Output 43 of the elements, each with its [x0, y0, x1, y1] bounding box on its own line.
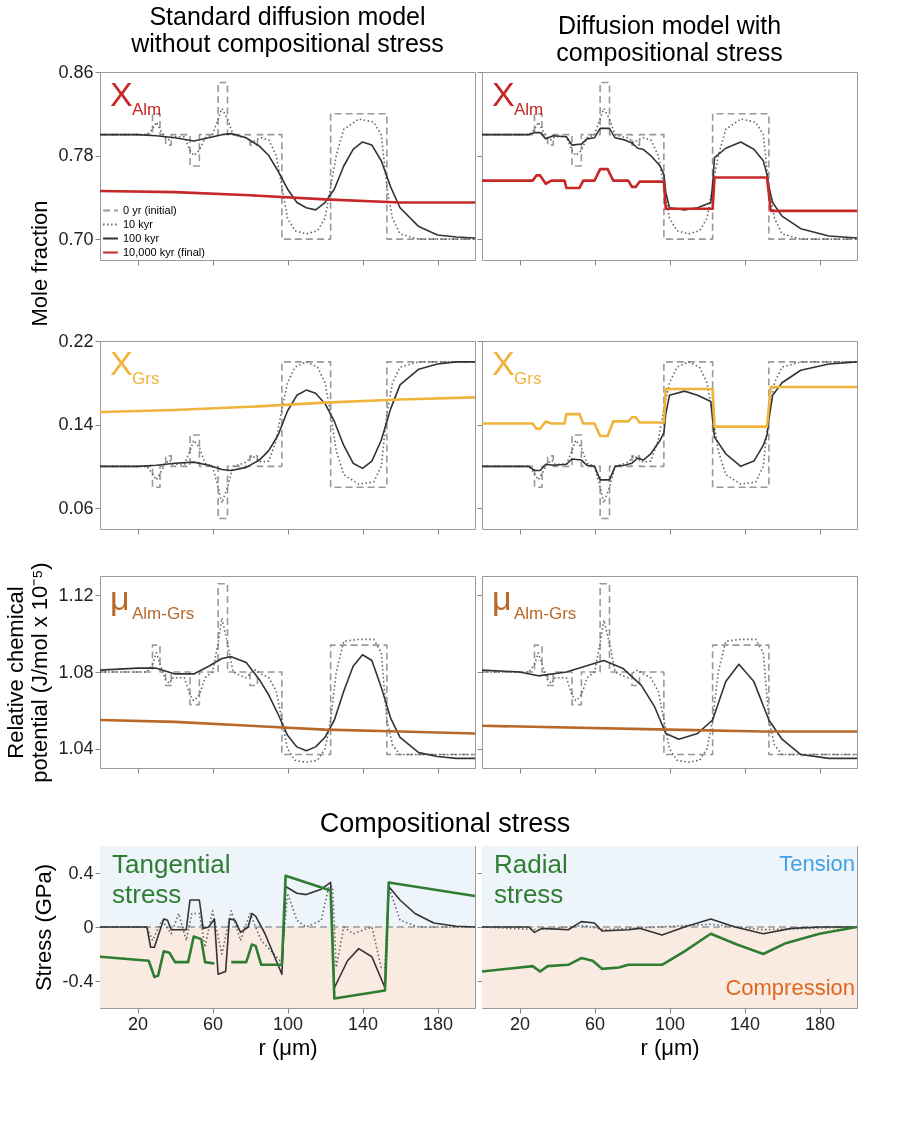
- y-tick-label: 1.08: [58, 661, 94, 682]
- x-tick-label: 180: [422, 1013, 454, 1034]
- y-tick-label: 0.4: [68, 862, 94, 883]
- y-tick-label: 0: [83, 916, 94, 937]
- x-tick-label: 140: [729, 1013, 761, 1034]
- line-series: [100, 189, 475, 204]
- x-tick-label: 20: [509, 1013, 531, 1034]
- line-series: [100, 718, 475, 735]
- chart-title: Standard diffusion model without compositional stress: [130, 2, 444, 57]
- y-tick-label: 0.22: [58, 330, 94, 351]
- annotation: Radial stress: [494, 849, 568, 909]
- y-tick-label: 0.14: [58, 414, 94, 435]
- legend-label: 0 yr (initial): [123, 203, 177, 216]
- x-tick-label: 60: [202, 1013, 224, 1034]
- line-series: [100, 653, 475, 760]
- chart-title: Compositional stress: [319, 807, 571, 838]
- x-axis-title: r (μm): [640, 1034, 700, 1060]
- y-axis-title: Relative chemical potential (J/mol x 10⁻⁵): [3, 562, 53, 783]
- annotation: Tangential stress: [112, 849, 231, 909]
- x-tick-label: 60: [584, 1013, 606, 1034]
- y-axis-title: Stress (GPa): [31, 863, 57, 992]
- x-tick-label: 20: [127, 1013, 149, 1034]
- line-series: [100, 617, 475, 764]
- x-tick-label: 140: [347, 1013, 379, 1034]
- y-tick-label: 1.12: [58, 584, 94, 605]
- y-tick-label: 0.06: [58, 497, 94, 518]
- y-tick-label: -0.4: [62, 970, 94, 991]
- y-tick-label: 1.04: [58, 738, 94, 759]
- y-axis-title: Mole fraction: [27, 200, 53, 327]
- y-tick-label: 0.70: [58, 228, 94, 249]
- line-series: [100, 396, 475, 414]
- y-tick-label: 0.86: [58, 61, 94, 82]
- x-axis-title: r (μm): [258, 1034, 318, 1060]
- x-tick-label: 100: [272, 1013, 304, 1034]
- y-tick-label: 0.78: [58, 145, 94, 166]
- band-label: Tension: [779, 851, 855, 876]
- legend-label: 100 kyr: [123, 231, 160, 244]
- x-tick-label: 180: [804, 1013, 836, 1034]
- legend-label: 10 kyr: [123, 217, 154, 230]
- x-tick-label: 100: [654, 1013, 686, 1034]
- legend-label: 10,000 kyr (final): [123, 245, 205, 258]
- band-label: Compression: [725, 975, 855, 1000]
- chart-title: Diffusion model with compositional stress: [556, 10, 783, 66]
